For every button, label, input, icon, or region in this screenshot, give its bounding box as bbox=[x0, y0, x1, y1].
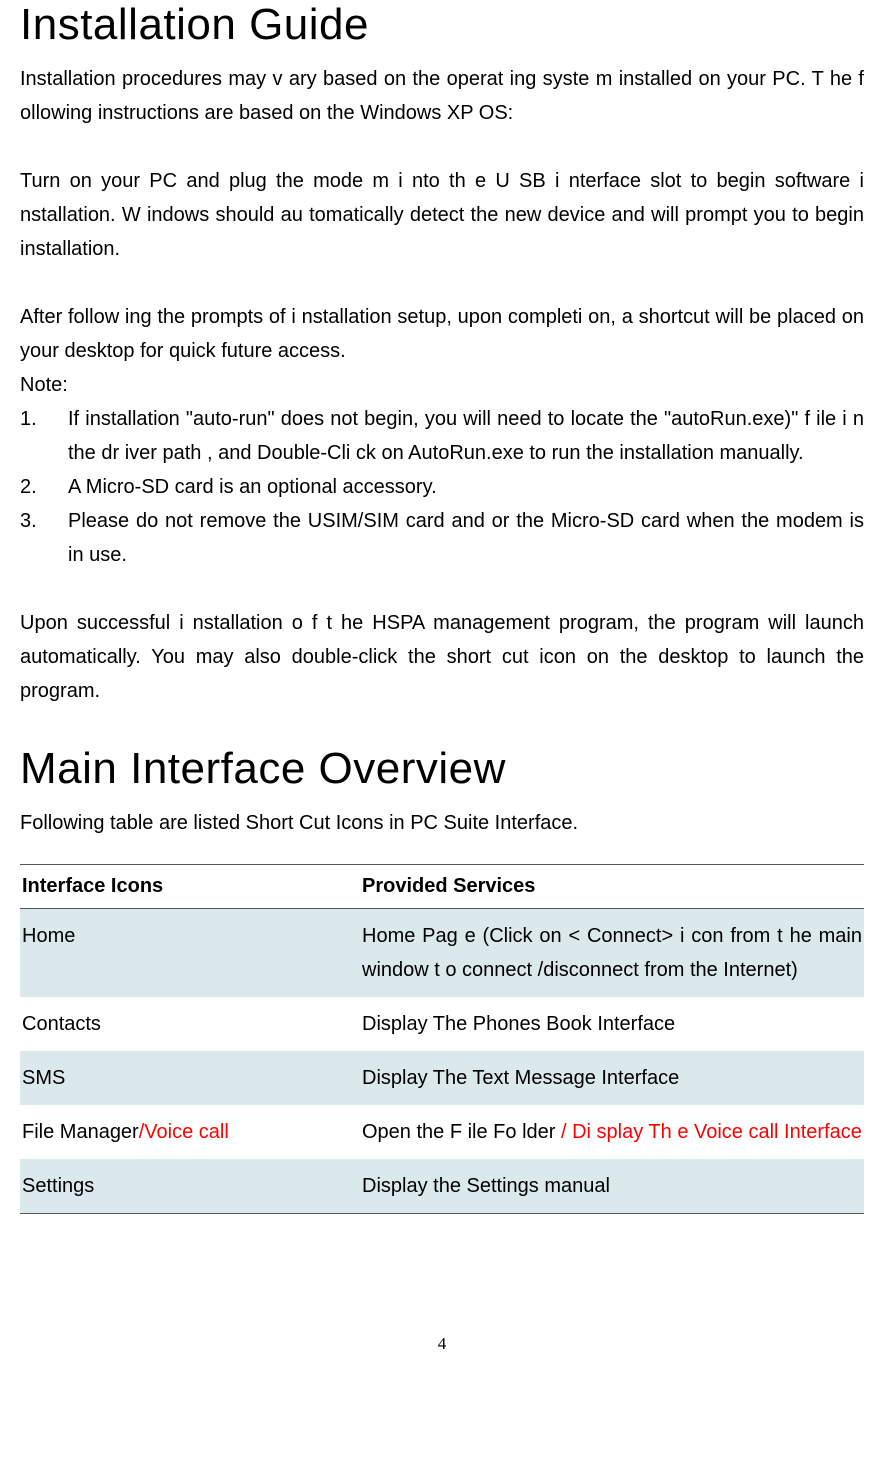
cell-icon: File Manager/Voice call bbox=[20, 1105, 360, 1159]
page-number: 4 bbox=[20, 1334, 864, 1354]
cell-service: Display the Settings manual bbox=[360, 1159, 864, 1214]
note-label: Note: bbox=[20, 368, 864, 402]
heading-installation: Installation Guide bbox=[20, 0, 864, 50]
note-item: If installation "auto-run" does not begi… bbox=[20, 402, 864, 470]
cell-service: Open the F ile Fo lder / Di splay Th e V… bbox=[360, 1105, 864, 1159]
note-item: A Micro-SD card is an optional accessory… bbox=[20, 470, 864, 504]
cell-icon: Contacts bbox=[20, 997, 360, 1051]
table-row: Contacts Display The Phones Book Interfa… bbox=[20, 997, 864, 1051]
main-interface-intro: Following table are listed Short Cut Ico… bbox=[20, 806, 864, 840]
cell-service: Display The Text Message Interface bbox=[360, 1051, 864, 1105]
table-row: SMS Display The Text Message Interface bbox=[20, 1051, 864, 1105]
table-row: File Manager/Voice call Open the F ile F… bbox=[20, 1105, 864, 1159]
table-row: Home Home Pag e (Click on < Connect> i c… bbox=[20, 909, 864, 998]
table-header-icons: Interface Icons bbox=[20, 865, 360, 909]
interface-icons-table: Interface Icons Provided Services Home H… bbox=[20, 864, 864, 1214]
cell-service: Display The Phones Book Interface bbox=[360, 997, 864, 1051]
install-after-paragraph: After follow ing the prompts of i nstall… bbox=[20, 300, 864, 368]
cell-icon: SMS bbox=[20, 1051, 360, 1105]
cell-icon: Home bbox=[20, 909, 360, 998]
install-intro-paragraph: Installation procedures may v ary based … bbox=[20, 62, 864, 130]
table-row: Settings Display the Settings manual bbox=[20, 1159, 864, 1214]
heading-main-interface: Main Interface Overview bbox=[20, 744, 864, 794]
upon-success-paragraph: Upon successful i nstallation o f t he H… bbox=[20, 606, 864, 708]
note-item: Please do not remove the USIM/SIM card a… bbox=[20, 504, 864, 572]
install-step-paragraph: Turn on your PC and plug the mode m i nt… bbox=[20, 164, 864, 266]
table-header-services: Provided Services bbox=[360, 865, 864, 909]
notes-list: If installation "auto-run" does not begi… bbox=[20, 402, 864, 572]
cell-icon: Settings bbox=[20, 1159, 360, 1214]
cell-service: Home Pag e (Click on < Connect> i con fr… bbox=[360, 909, 864, 998]
